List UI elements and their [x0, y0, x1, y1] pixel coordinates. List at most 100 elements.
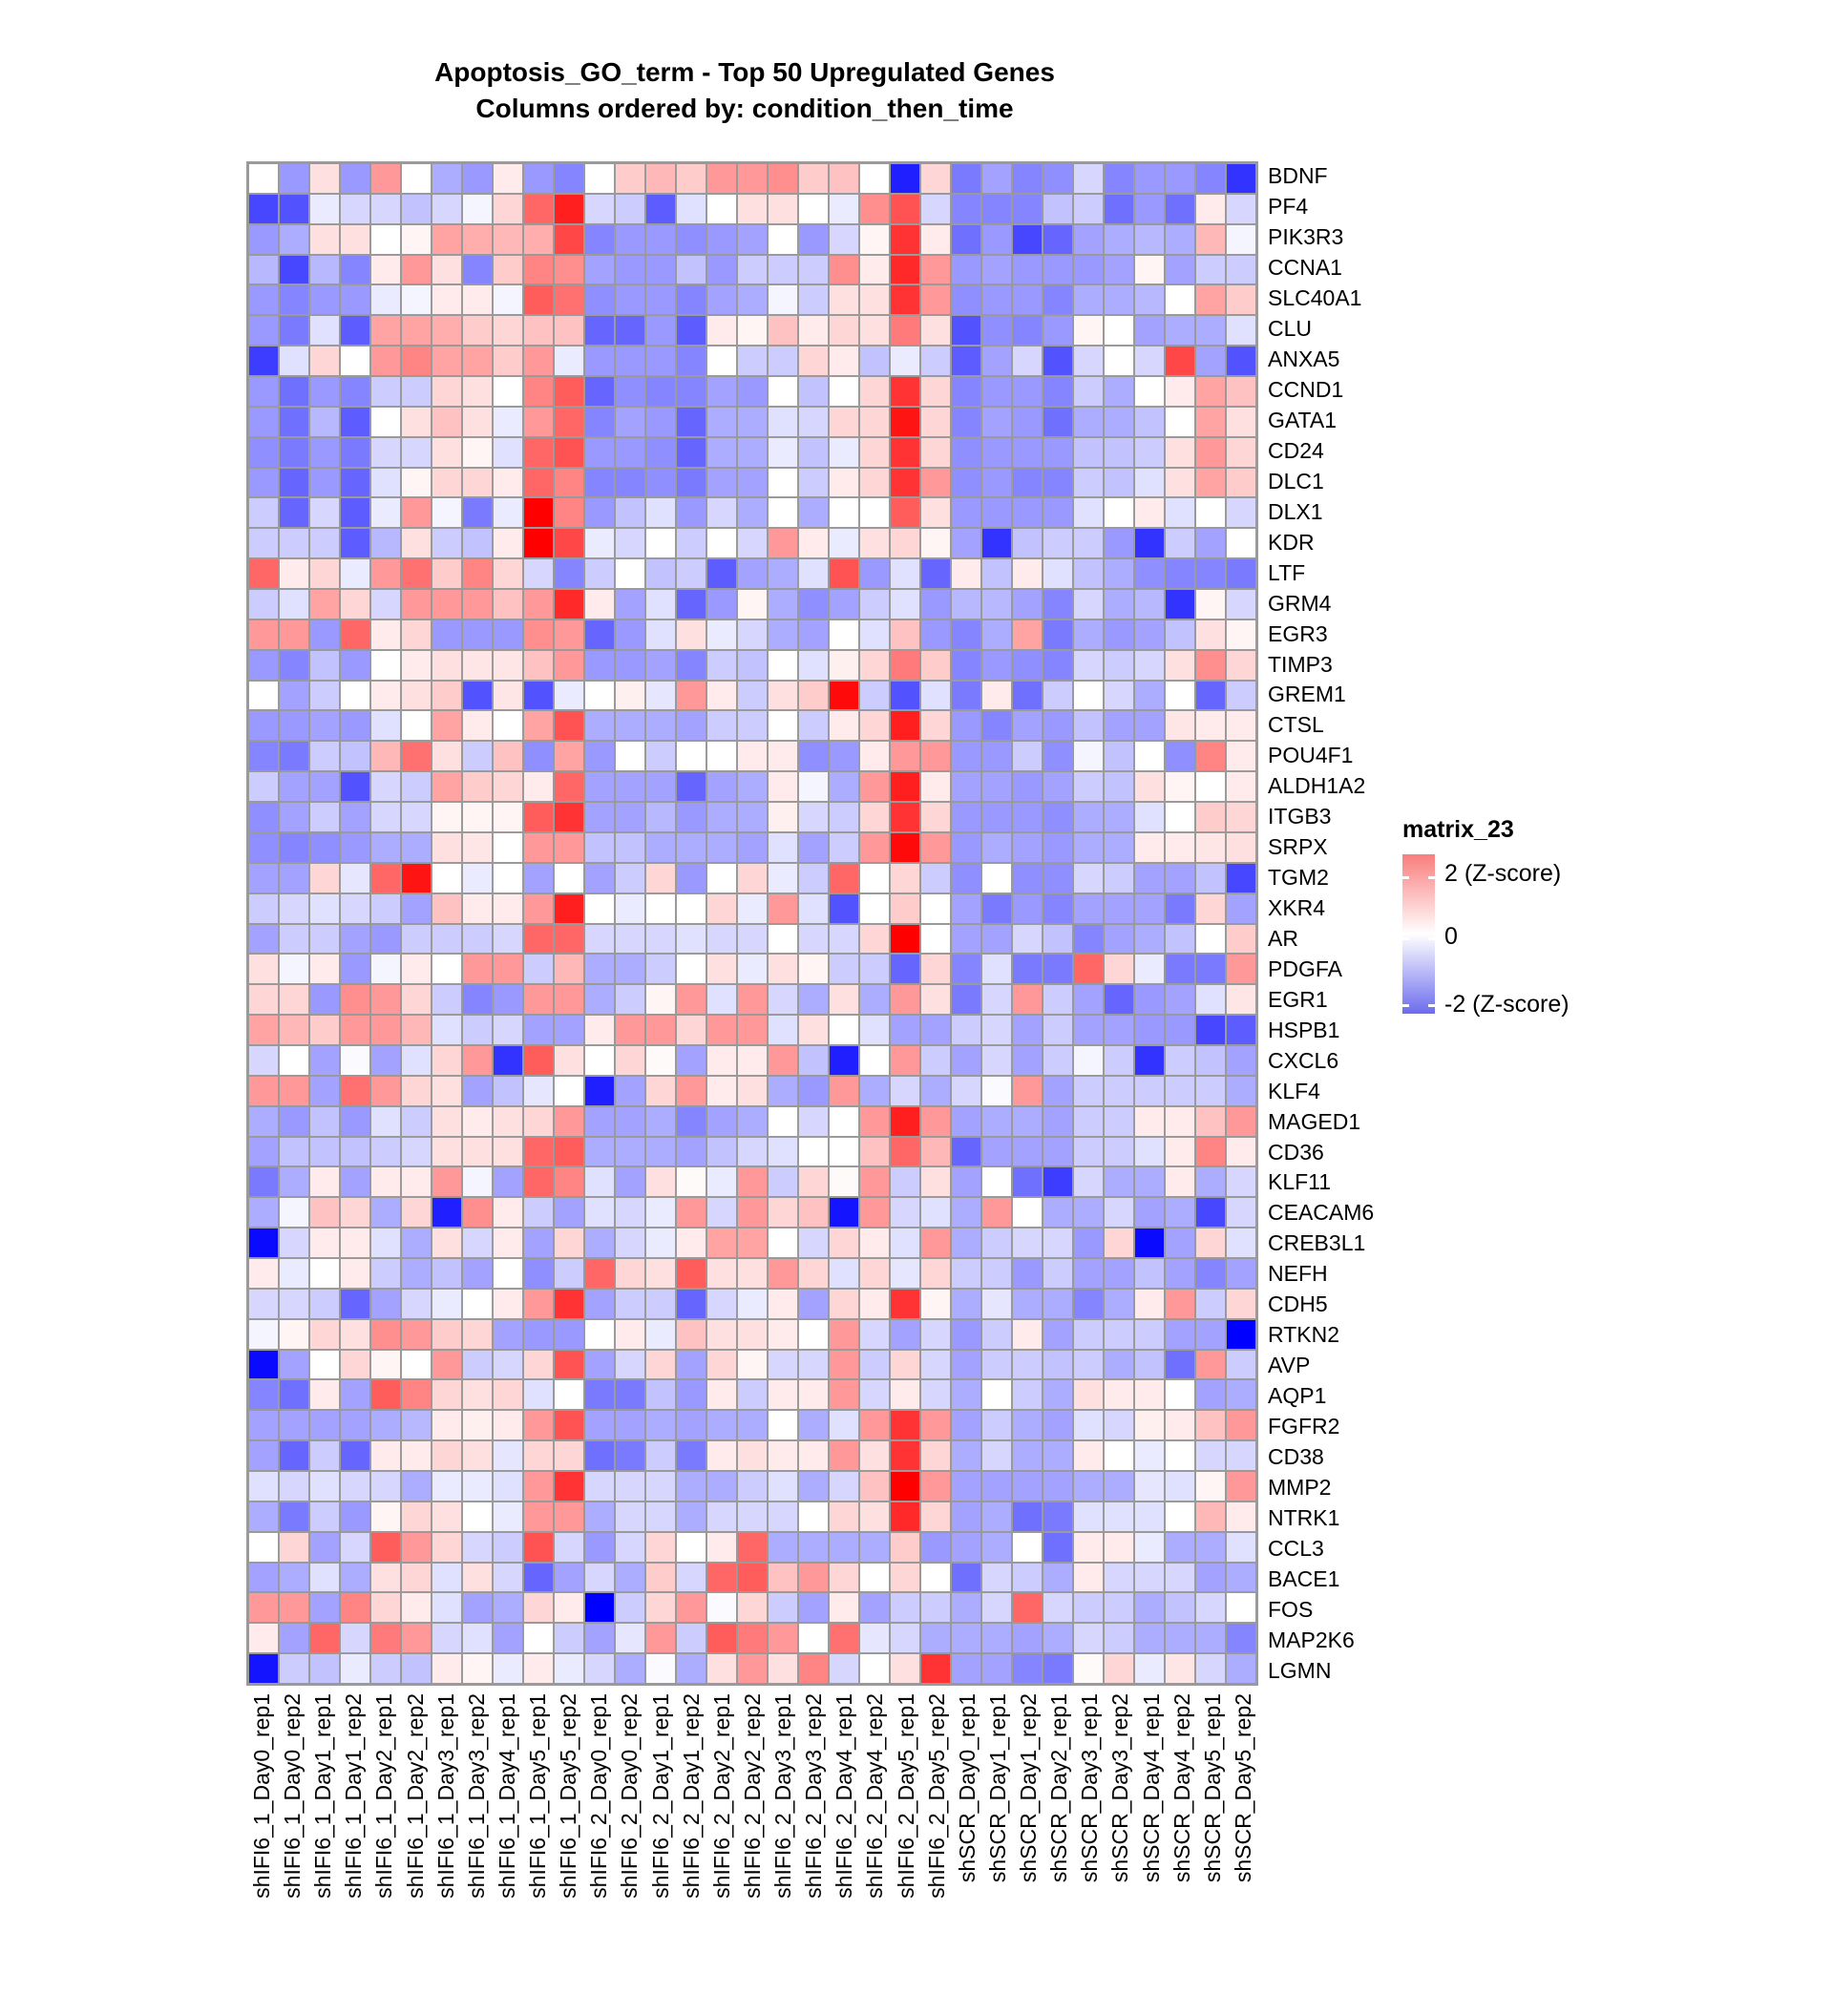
heatmap-cell — [402, 164, 431, 193]
heatmap-cell — [555, 346, 583, 376]
heatmap-cell — [830, 407, 858, 436]
heatmap-cell — [341, 529, 369, 558]
heatmap-cell — [1074, 1350, 1103, 1379]
heatmap-cell — [432, 711, 461, 741]
heatmap-cell — [738, 1076, 767, 1105]
heatmap-cell — [769, 529, 797, 558]
heatmap-cell — [830, 1137, 858, 1166]
heatmap-cell — [616, 620, 644, 649]
heatmap-cell — [524, 407, 553, 436]
heatmap-cell — [830, 1198, 858, 1228]
heatmap-cell — [830, 164, 858, 193]
heatmap-cell — [952, 863, 980, 892]
heatmap-cell — [1074, 437, 1103, 467]
heatmap-cell — [1074, 1624, 1103, 1653]
heatmap-cell — [677, 1624, 706, 1653]
heatmap-cell — [707, 346, 736, 376]
heatmap-cell — [555, 1502, 583, 1531]
heatmap-cell — [1074, 650, 1103, 680]
heatmap-cell — [585, 1502, 614, 1531]
heatmap-cell — [1074, 620, 1103, 649]
heatmap-cell — [555, 1198, 583, 1228]
heatmap-cell — [891, 772, 919, 802]
heatmap-cell — [524, 1502, 553, 1531]
heatmap-cell — [1196, 650, 1225, 680]
heatmap-cell — [402, 498, 431, 528]
heatmap-cell — [402, 1502, 431, 1531]
heatmap-cell — [1043, 1532, 1072, 1562]
heatmap-cell — [280, 832, 308, 862]
heatmap-cell — [830, 1471, 858, 1501]
heatmap-cell — [280, 742, 308, 771]
heatmap-cell — [738, 681, 767, 710]
heatmap-cell — [371, 1654, 400, 1683]
heatmap-cell — [371, 1198, 400, 1228]
heatmap-cell — [494, 832, 522, 862]
heatmap-cell — [830, 1167, 858, 1197]
heatmap-cell — [555, 1350, 583, 1379]
heatmap-cell — [463, 1198, 492, 1228]
heatmap-cell — [952, 1167, 980, 1197]
heatmap-cell — [1074, 1502, 1103, 1531]
heatmap-cell — [585, 650, 614, 680]
heatmap-cell — [555, 1319, 583, 1349]
heatmap-cell — [402, 742, 431, 771]
heatmap-cell — [891, 832, 919, 862]
heatmap-cell — [891, 1106, 919, 1136]
heatmap-cell — [1135, 194, 1164, 223]
heatmap-cell — [707, 1441, 736, 1470]
heatmap-cell — [799, 498, 828, 528]
heatmap-cell — [585, 1045, 614, 1075]
heatmap-cell — [1227, 1563, 1255, 1592]
heatmap-cell — [952, 955, 980, 984]
heatmap-cell — [1105, 893, 1133, 923]
heatmap-cell — [921, 711, 950, 741]
heatmap-cell — [952, 1045, 980, 1075]
heatmap-cell — [555, 924, 583, 954]
heatmap-cell — [402, 1441, 431, 1470]
heatmap-cell — [646, 285, 675, 315]
heatmap-cell — [799, 985, 828, 1015]
heatmap-cell — [1196, 316, 1225, 346]
heatmap-cell — [371, 772, 400, 802]
heatmap-cell — [524, 1016, 553, 1044]
heatmap-cell — [463, 1137, 492, 1166]
heatmap-cell — [860, 1076, 889, 1105]
heatmap-cell — [280, 590, 308, 619]
heatmap-cell — [341, 955, 369, 984]
heatmap-cell — [249, 255, 278, 284]
heatmap-cell — [616, 863, 644, 892]
heatmap-cell — [341, 1016, 369, 1044]
heatmap-cell — [494, 955, 522, 984]
heatmap-cell — [1043, 1167, 1072, 1197]
heatmap-cell — [616, 559, 644, 589]
heatmap-cell — [769, 1654, 797, 1683]
heatmap-cell — [1043, 772, 1072, 802]
heatmap-cell — [310, 468, 339, 497]
heatmap-cell — [524, 316, 553, 346]
heatmap-cell — [1227, 1624, 1255, 1653]
heatmap-cell — [921, 985, 950, 1015]
heatmap-cell — [1227, 924, 1255, 954]
heatmap-cell — [860, 1228, 889, 1257]
heatmap-cell — [616, 955, 644, 984]
heatmap-cell — [1043, 194, 1072, 223]
heatmap-cell — [952, 285, 980, 315]
heatmap-cell — [341, 832, 369, 862]
heatmap-cell — [769, 1624, 797, 1653]
heatmap-cell — [280, 1471, 308, 1501]
heatmap-cell — [494, 924, 522, 954]
heatmap-cell — [1105, 590, 1133, 619]
heatmap-cell — [585, 1593, 614, 1623]
heatmap-cell — [249, 803, 278, 831]
col-label-shifi6_1_day5_rep1: shIFI6_1_Day5_rep1 — [525, 1693, 551, 1899]
heatmap-cell — [738, 468, 767, 497]
heatmap-cell — [830, 285, 858, 315]
heatmap-cell — [1074, 255, 1103, 284]
heatmap-cell — [891, 620, 919, 649]
heatmap-cell — [280, 1228, 308, 1257]
heatmap-cell — [646, 590, 675, 619]
heatmap-cell — [585, 559, 614, 589]
heatmap-cell — [1043, 1654, 1072, 1683]
heatmap-cell — [341, 681, 369, 710]
